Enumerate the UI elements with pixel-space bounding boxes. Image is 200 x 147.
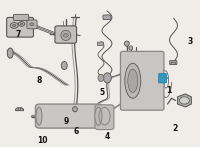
FancyBboxPatch shape [159,74,167,83]
Text: 5: 5 [99,88,105,97]
Circle shape [18,108,21,110]
Ellipse shape [128,69,138,92]
FancyBboxPatch shape [13,14,29,20]
Ellipse shape [125,63,141,98]
Text: 3: 3 [188,37,193,46]
FancyBboxPatch shape [120,51,164,110]
Circle shape [13,24,16,27]
FancyBboxPatch shape [7,17,33,37]
Text: 4: 4 [104,132,110,141]
Text: 7: 7 [16,30,21,39]
Ellipse shape [103,73,111,83]
Ellipse shape [129,46,133,50]
Circle shape [63,34,68,37]
Circle shape [179,97,189,104]
FancyBboxPatch shape [170,61,177,65]
Circle shape [20,23,23,25]
Ellipse shape [73,107,77,112]
Ellipse shape [7,48,13,58]
Ellipse shape [61,30,71,40]
Text: 9: 9 [64,117,69,126]
Circle shape [30,23,34,26]
Text: 1: 1 [166,86,171,95]
Polygon shape [16,108,24,111]
Text: 10: 10 [37,136,48,145]
FancyBboxPatch shape [55,26,77,43]
Ellipse shape [61,61,67,70]
Text: 2: 2 [173,124,178,133]
Ellipse shape [124,41,129,46]
FancyBboxPatch shape [95,105,114,130]
Ellipse shape [98,74,104,81]
FancyBboxPatch shape [35,104,102,128]
Ellipse shape [95,107,102,125]
FancyBboxPatch shape [97,42,104,46]
Circle shape [10,22,18,28]
Ellipse shape [171,62,176,65]
FancyBboxPatch shape [27,20,37,29]
Ellipse shape [36,107,42,125]
Circle shape [18,22,25,26]
FancyBboxPatch shape [103,15,111,20]
Text: 6: 6 [74,127,79,136]
Text: 8: 8 [37,76,42,85]
Polygon shape [177,94,191,107]
